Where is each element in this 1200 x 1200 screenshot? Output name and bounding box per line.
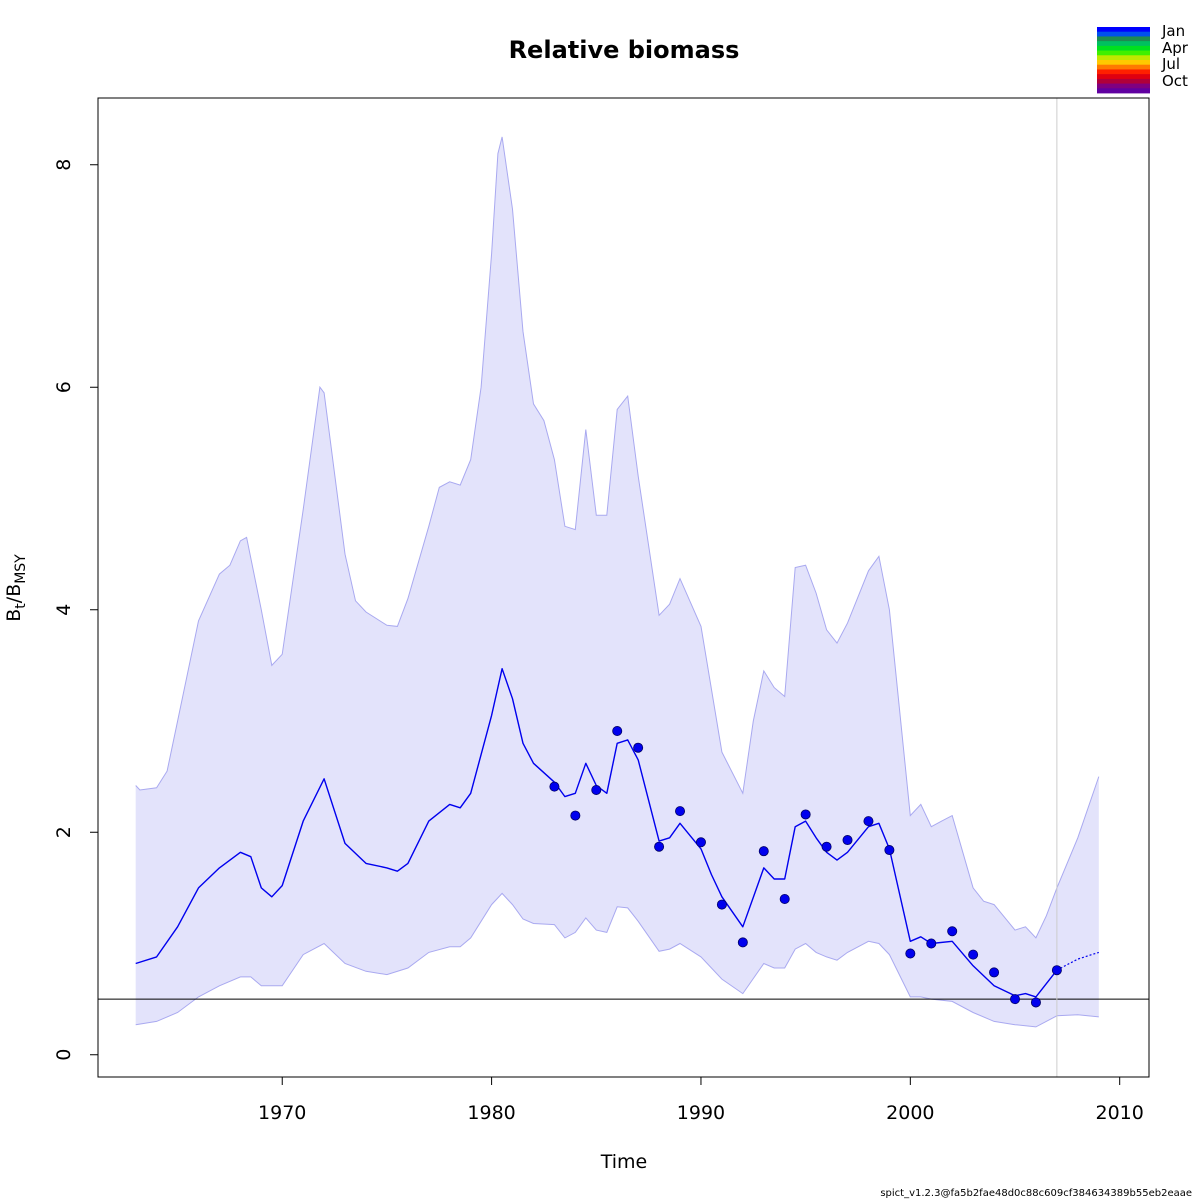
legend-color-swatch (1097, 50, 1150, 56)
observation-point (675, 806, 686, 817)
observation-point (633, 742, 644, 753)
legend-color-swatch (1097, 64, 1150, 70)
x-axis-label: Time (600, 1151, 648, 1173)
legend-color-swatch (1097, 27, 1150, 33)
legend-color-swatch (1097, 31, 1150, 37)
legend: Jan Apr Jul Oct (1097, 22, 1189, 94)
observation-point (800, 809, 811, 820)
observation-point (884, 845, 895, 856)
x-tick-label: 1980 (467, 1102, 515, 1124)
observation-point (591, 784, 602, 795)
legend-color-swatch (1097, 88, 1150, 94)
x-tick-label: 1970 (258, 1102, 306, 1124)
observation-point (1030, 997, 1041, 1008)
legend-color-swatch (1097, 60, 1150, 66)
observation-point (863, 816, 874, 827)
chart-title: Relative biomass (509, 36, 740, 64)
x-tick-label: 2000 (886, 1102, 934, 1124)
observation-point (612, 726, 623, 737)
y-label-main: B (3, 609, 25, 622)
y-tick-label: 4 (53, 604, 75, 616)
legend-color-swatch (1097, 55, 1150, 61)
biomass-estimate-line (135, 668, 1058, 998)
observation-point (989, 967, 1000, 978)
legend-color-swatch (1097, 36, 1150, 42)
legend-label-jan: Jan (1161, 22, 1185, 40)
y-tick-label: 2 (53, 826, 75, 838)
observation-point (926, 938, 937, 949)
x-tick-label: 2010 (1096, 1102, 1144, 1124)
observation-point (779, 894, 790, 905)
observation-point (1010, 994, 1021, 1005)
observation-point (654, 841, 665, 852)
x-tick-label: 1990 (677, 1102, 725, 1124)
observation-point (716, 899, 727, 910)
observation-point (549, 781, 560, 792)
y-label-sub-msy: MSY (13, 554, 29, 584)
observation-points (549, 726, 1062, 1008)
y-axis: 0 2 4 6 8 Bt/BMSY (3, 159, 99, 1061)
legend-color-swatch (1097, 78, 1150, 84)
y-axis-label: Bt/BMSY (3, 554, 29, 622)
legend-color-swatch (1097, 41, 1150, 47)
confidence-band (135, 136, 1099, 1027)
legend-label-oct: Oct (1162, 72, 1188, 90)
observation-point (1051, 965, 1062, 976)
footer-version-text: spict_v1.2.3@fa5b2fae48d0c88c609cf384634… (880, 1188, 1192, 1199)
observation-point (821, 841, 832, 852)
x-axis-ticks: 1970 1980 1990 2000 2010 (258, 1076, 1144, 1124)
observation-point (570, 810, 581, 821)
observation-point (737, 937, 748, 948)
y-axis-ticks: 0 2 4 6 8 (53, 159, 99, 1061)
legend-color-bar (1097, 27, 1150, 94)
y-label-sep: /B (3, 584, 25, 603)
observation-point (947, 926, 958, 937)
y-tick-label: 0 (53, 1049, 75, 1061)
legend-label-jul: Jul (1161, 55, 1180, 73)
x-axis: 1970 1980 1990 2000 2010 Time (258, 1076, 1144, 1173)
observation-point (842, 835, 853, 846)
legend-label-apr: Apr (1162, 39, 1189, 57)
legend-color-swatch (1097, 74, 1150, 80)
confidence-lower-edge (135, 892, 1099, 1028)
observation-point (695, 837, 706, 848)
y-label-sub-t: t (13, 603, 29, 609)
observation-point (968, 949, 979, 960)
legend-color-swatch (1097, 45, 1150, 51)
y-tick-label: 8 (53, 159, 75, 171)
observation-point (905, 948, 916, 959)
confidence-upper-edge (135, 136, 1100, 939)
y-tick-label: 6 (53, 381, 75, 393)
legend-color-swatch (1097, 69, 1150, 75)
observation-point (758, 846, 769, 857)
legend-color-swatch (1097, 83, 1150, 89)
